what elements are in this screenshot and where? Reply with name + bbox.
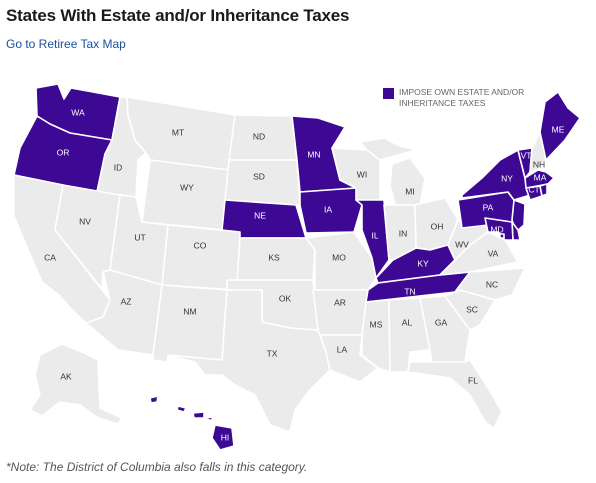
state-label-wv: WV [455,239,469,249]
state-label-me: ME [552,124,565,134]
state-label-or: OR [57,147,70,157]
legend-swatch [383,88,394,99]
footnote: *Note: The District of Columbia also fal… [6,460,308,474]
state-AK[interactable] [29,343,123,425]
state-label-ca: CA [44,252,56,262]
state-RI[interactable] [539,183,548,197]
state-KS[interactable] [236,237,316,281]
state-label-ks: KS [268,252,280,262]
state-SD[interactable] [224,159,301,206]
page-title: States With Estate and/or Inheritance Ta… [6,6,350,25]
state-label-ms: MS [370,319,383,329]
state-label-il: IL [371,230,378,240]
state-label-dc: DC [526,249,538,259]
state-label-mi: MI [405,186,414,196]
state-label-wa: WA [71,107,85,117]
state-label-nc: NC [486,279,498,289]
state-label-hi: HI [221,432,230,442]
us-map: WA OR CA ID NV MT WY UT AZ CO NM ND SD NE KS OK TX MN IA MO… [0,60,596,460]
state-label-nj: NJ [531,213,541,223]
state-label-la: LA [337,344,348,354]
state-label-co: CO [194,240,207,250]
state-label-id: ID [114,162,123,172]
state-NM[interactable] [152,284,228,363]
state-label-vt: VT [521,150,532,160]
state-label-mo: MO [332,252,346,262]
state-label-ma: MA [534,172,547,182]
state-label-ri: RI [551,189,560,199]
state-FL[interactable] [407,359,503,429]
state-label-pa: PA [483,202,494,212]
state-label-ky: KY [417,258,429,268]
state-label-ne: NE [254,210,266,220]
state-WY[interactable] [141,159,230,231]
state-label-oh: OH [431,221,444,231]
state-label-wy: WY [180,182,194,192]
state-label-in: IN [399,228,408,238]
state-label-ut: UT [134,232,145,242]
state-label-az: AZ [121,296,132,306]
state-TX[interactable] [167,289,331,433]
state-label-md: MD [490,224,503,234]
legend-label: IMPOSE OWN ESTATE AND/OR INHERITANCE TAX… [399,87,525,108]
state-label-sc: SC [466,304,478,314]
state-labels: WA OR CA ID NV MT WY UT AZ CO NM ND SD NE KS OK TX MN IA MO… [44,107,565,442]
state-label-nm: NM [183,306,196,316]
state-label-ga: GA [435,317,448,327]
state-label-ct: CT [528,184,539,194]
state-label-mt: MT [172,127,184,137]
state-label-sd: SD [253,171,265,181]
state-label-de: DE [528,226,540,236]
state-label-tx: TX [267,348,278,358]
retiree-tax-map-link[interactable]: Go to Retiree Tax Map [6,37,126,51]
state-ME[interactable] [539,91,581,161]
state-label-nv: NV [79,216,91,226]
state-label-ak: AK [60,371,72,381]
state-NJ[interactable] [511,199,526,233]
state-DC[interactable] [499,233,505,239]
state-label-tn: TN [404,286,415,296]
state-label-va: VA [488,248,499,258]
state-label-al: AL [402,317,413,327]
state-HI[interactable] [149,395,235,451]
state-label-mn: MN [307,149,320,159]
state-label-ar: AR [334,297,346,307]
state-MD[interactable] [484,217,514,241]
state-label-fl: FL [468,375,478,385]
state-label-ny: NY [501,173,513,183]
state-label-nd: ND [253,131,265,141]
state-label-ok: OK [279,293,292,303]
state-label-wi: WI [357,169,367,179]
state-label-ia: IA [324,204,332,214]
state-label-nh: NH [533,159,545,169]
state-MO[interactable] [305,231,377,291]
